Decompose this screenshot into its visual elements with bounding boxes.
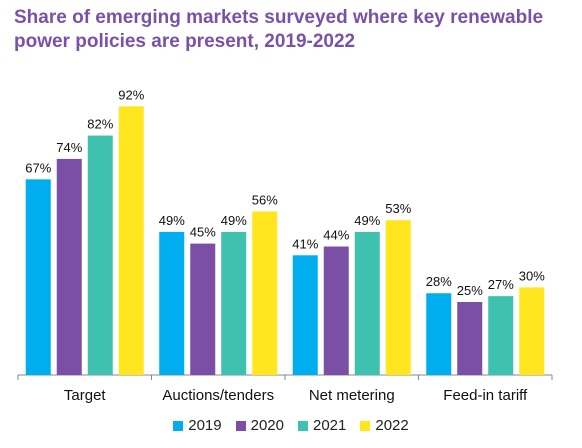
data-label: 53%	[385, 201, 411, 216]
bar-2020-auctions-tenders	[190, 243, 216, 375]
bar-2021-net-metering	[354, 231, 380, 375]
bar-2022-target	[118, 106, 144, 376]
data-label: 45%	[190, 225, 216, 240]
data-label: 25%	[457, 283, 483, 298]
chart-legend: 2019 2020 2021 2022	[0, 417, 582, 434]
bar-2019-feed-in-tariff	[426, 293, 452, 375]
legend-swatch	[360, 420, 371, 431]
legend-item-2020: 2020	[235, 417, 284, 434]
data-label: 74%	[56, 140, 82, 155]
legend-item-2022: 2022	[360, 417, 409, 434]
data-label: 82%	[87, 117, 113, 132]
bar-2021-feed-in-tariff	[488, 296, 514, 375]
data-label: 67%	[25, 160, 51, 175]
data-label: 30%	[519, 268, 545, 283]
legend-item-2021: 2021	[298, 417, 346, 434]
category-label: Auctions/tenders	[162, 387, 274, 404]
bar-2022-net-metering	[385, 220, 411, 375]
category-label: Net metering	[309, 387, 395, 404]
bar-2022-auctions-tenders	[252, 211, 278, 375]
data-label: 56%	[252, 192, 278, 207]
data-label: 49%	[221, 213, 247, 228]
data-label: 41%	[292, 236, 318, 251]
chart-title: Share of emerging markets surveyed where…	[14, 7, 544, 52]
legend-item-2019: 2019	[173, 417, 222, 434]
legend-label: 2021	[313, 417, 347, 434]
data-label: 44%	[323, 228, 349, 243]
legend-swatch	[235, 420, 246, 431]
legend-swatch	[173, 420, 184, 431]
legend-swatch	[298, 420, 308, 431]
bar-2019-auctions-tenders	[159, 231, 185, 375]
legend-label: 2020	[250, 417, 284, 434]
data-label: 27%	[488, 277, 514, 292]
bar-2019-target	[25, 179, 51, 375]
category-label: Target	[64, 387, 107, 404]
bar-2020-target	[56, 158, 82, 375]
bar-2022-feed-in-tariff	[519, 287, 545, 375]
data-label: 92%	[118, 87, 144, 102]
data-label: 28%	[426, 274, 452, 289]
legend-label: 2019	[188, 417, 222, 434]
bar-2020-feed-in-tariff	[457, 302, 483, 375]
legend-label: 2022	[375, 417, 409, 434]
bar-2021-target	[87, 135, 113, 375]
category-label: Feed-in tariff	[443, 387, 528, 404]
data-label: 49%	[354, 213, 380, 228]
bar-2020-net-metering	[323, 246, 349, 375]
bar-2019-net-metering	[292, 255, 318, 375]
bar-2021-auctions-tenders	[221, 231, 247, 375]
data-label: 49%	[159, 213, 185, 228]
